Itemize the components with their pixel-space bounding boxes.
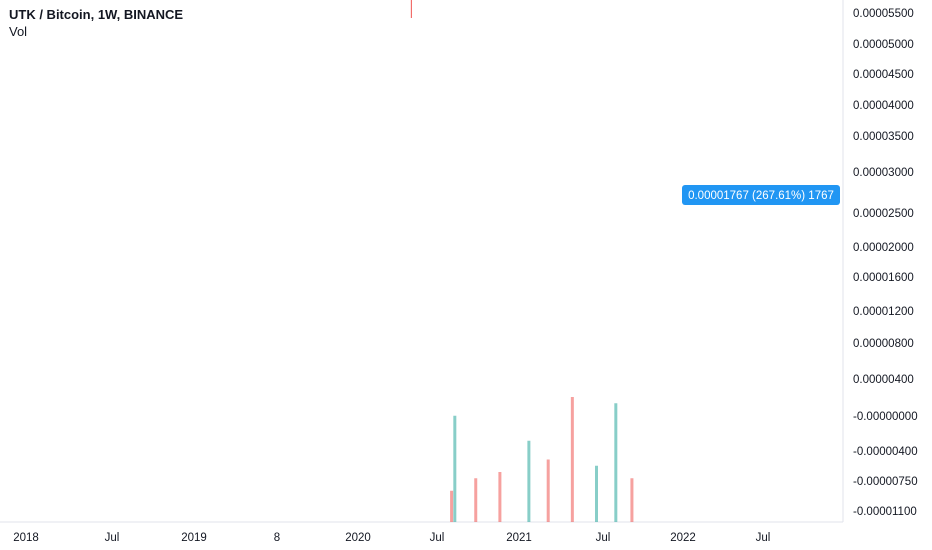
chart-title: UTK / Bitcoin, 1W, BINANCE [9, 7, 184, 22]
y-tick-label: 0.00005000 [853, 39, 914, 51]
y-tick-label: 0.00000400 [853, 374, 914, 386]
y-tick-label: 0.00002500 [853, 208, 914, 220]
volume-bar [614, 403, 618, 522]
y-tick-label: -0.00001100 [853, 506, 917, 518]
y-tick-label: 0.00004500 [853, 69, 914, 81]
x-tick-label: 2019 [181, 532, 207, 544]
volume-bar [630, 478, 634, 522]
x-tick-label: Jul [596, 532, 611, 544]
x-tick-label: Jul [756, 532, 771, 544]
y-tick-label: 0.00000800 [853, 338, 914, 350]
volume-bar [450, 490, 454, 522]
volume-bar [498, 472, 502, 522]
x-tick-label: 2020 [345, 532, 371, 544]
x-tick-label: 2022 [670, 532, 696, 544]
y-tick-label: -0.00000750 [853, 476, 918, 488]
y-tick-label: 0.00003000 [853, 167, 914, 179]
y-tick-label: 0.00001200 [853, 306, 914, 318]
measure-result-label [682, 185, 840, 205]
x-tick-label: 2018 [13, 532, 39, 544]
volume-bar [595, 465, 598, 522]
volume-bar [570, 397, 574, 522]
y-tick-label: 0.00004000 [853, 100, 914, 112]
volume-bar [527, 440, 531, 522]
y-tick-label: 0.00002000 [853, 242, 914, 254]
y-tick-label: -0.00000000 [853, 411, 918, 423]
time-axis[interactable]: 2018 Jul 2019 8 2020 Jul 2021 Jul 2022 Jul [0, 521, 843, 544]
volume-bar [546, 459, 550, 522]
price-labels: 0.000024400.00001414UTKBTC0.000006731d 1… [682, 185, 840, 205]
volume-bars [450, 397, 634, 522]
price-axis[interactable]: 0.00005500 0.00005000 0.00004500 0.00004000… [842, 0, 918, 522]
volume-indicator-label[interactable]: Vol [9, 24, 28, 39]
x-tick-label: 2021 [506, 532, 532, 544]
x-tick-label: 8 [274, 532, 280, 544]
y-tick-label: 0.00005500 [853, 8, 914, 20]
volume-bar [453, 415, 457, 522]
measure-result-text: 0.00001767 (267.61%) 1767 [688, 190, 834, 202]
x-tick-label: Jul [430, 532, 445, 544]
x-tick-label: Jul [105, 532, 120, 544]
y-tick-label: -0.00000400 [853, 446, 918, 458]
y-tick-label: 0.00003500 [853, 131, 914, 143]
y-tick-label: 0.00001600 [853, 272, 914, 284]
volume-bar [474, 478, 478, 522]
